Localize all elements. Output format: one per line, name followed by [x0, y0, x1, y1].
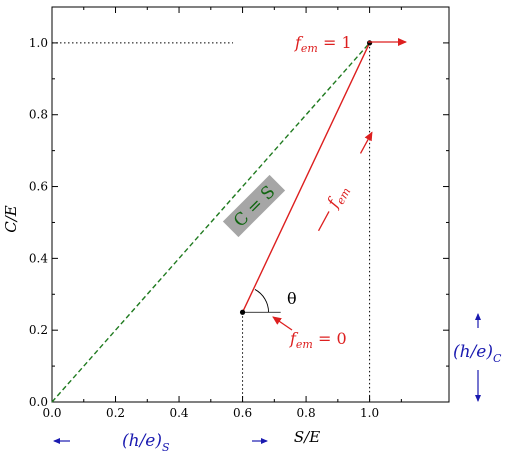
- hes-main: (h/e): [122, 431, 162, 451]
- guide-layer: [52, 42, 371, 402]
- y-tick-label: 1.0: [29, 36, 48, 50]
- fem-line-dash: [317, 211, 330, 232]
- fem-line-label-group: fem: [317, 131, 373, 232]
- fem-zero-rest: = 0: [313, 329, 347, 348]
- x-tick-label: 0.4: [169, 406, 188, 420]
- hec-sub: C: [493, 352, 502, 365]
- fem-line-arrow: [359, 131, 373, 154]
- hes-sub: S: [162, 441, 170, 454]
- series-line-0: [51, 42, 371, 403]
- x-tick-label: 0.8: [297, 406, 316, 420]
- plot-frame: [51, 6, 450, 403]
- series-line-1: [241, 42, 371, 313]
- axis-ticks: 0.0 0.2 0.4 0.6 0.8 1.0 0.0 0.2 0.4 0.6 0.8 1.0: [29, 6, 449, 420]
- diag-label: C = S: [230, 182, 279, 231]
- hes-label: (h/e)S: [122, 431, 170, 454]
- fem-one-sub: em: [301, 42, 318, 55]
- fem-one-rest: = 1: [318, 33, 352, 52]
- x-tick-label: 0.6: [233, 406, 252, 420]
- diag-label-box: [222, 174, 286, 238]
- x-tick-label: 1.0: [360, 406, 379, 420]
- fem-zero-sub: em: [296, 338, 313, 351]
- x-tick-label: 0.0: [42, 406, 61, 420]
- fem-zero-arrow: [272, 316, 293, 331]
- theta-arc: [254, 289, 270, 313]
- fem-one-main: f: [294, 33, 304, 52]
- fem-zero-main: f: [289, 329, 299, 348]
- y-tick-label: 0.8: [29, 108, 48, 122]
- hec-main: (h/e): [453, 342, 493, 362]
- y-axis-title: C/E: [2, 205, 20, 233]
- fem-zero-label: fem = 0: [289, 329, 347, 351]
- diag-label-group: C = S: [222, 174, 286, 238]
- hec-label: (h/e)C: [453, 342, 502, 365]
- fem-line-label: fem: [323, 181, 354, 212]
- y-tick-label: 0.0: [29, 395, 48, 409]
- y-tick-label: 0.2: [29, 323, 48, 337]
- y-tick-label: 0.4: [29, 251, 48, 265]
- x-axis-title: S/E: [294, 428, 320, 446]
- y-tick-label: 0.6: [29, 180, 48, 194]
- fem-one-label: fem = 1: [294, 33, 352, 55]
- x-tick-label: 0.2: [106, 406, 125, 420]
- theta-label: θ: [287, 289, 297, 308]
